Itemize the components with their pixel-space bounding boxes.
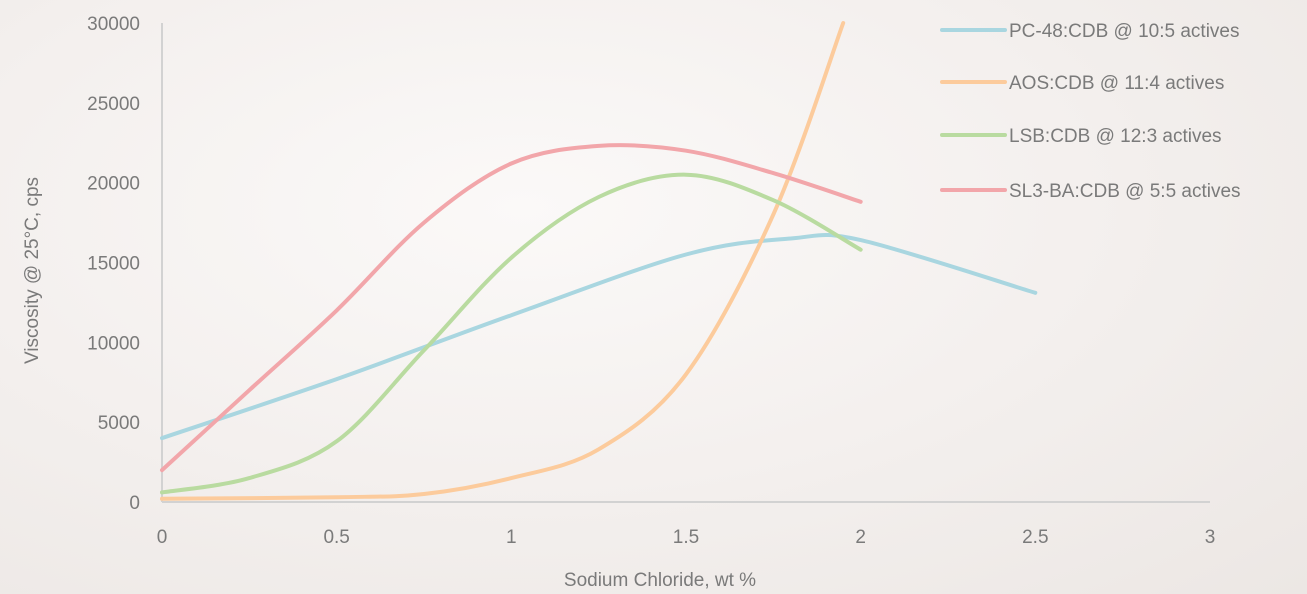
x-tick-label: 0.5 (323, 527, 349, 548)
x-tick-label: 2.5 (1022, 527, 1048, 548)
x-tick-label: 2 (855, 527, 866, 548)
y-tick-label: 10000 (87, 333, 140, 354)
series-line-2 (160, 21, 846, 501)
y-tick-label: 0 (129, 493, 140, 514)
legend-label-4: SL3-BA:CDB @ 5:5 actives (1009, 181, 1241, 202)
y-tick-label: 5000 (98, 413, 140, 434)
legend-label-2: AOS:CDB @ 11:4 actives (1009, 73, 1224, 94)
x-tick-label: 1.5 (673, 527, 699, 548)
y-tick-label: 30000 (87, 14, 140, 35)
y-tick-label: 20000 (87, 174, 140, 195)
x-tick-label: 3 (1205, 527, 1216, 548)
x-tick-label: 0 (157, 527, 168, 548)
legend-label-1: PC-48:CDB @ 10:5 actives (1009, 21, 1240, 42)
x-tick-labels: 0 0.5 1 1.5 2 2.5 3 (157, 527, 1216, 548)
legend: PC-48:CDB @ 10:5 actives AOS:CDB @ 11:4 a… (940, 21, 1241, 202)
axes (161, 23, 1210, 503)
y-axis-title: Viscosity @ 25°C, cps (22, 177, 43, 364)
y-tick-labels: 0 5000 10000 15000 20000 25000 30000 (87, 14, 140, 514)
legend-label-3: LSB:CDB @ 12:3 actives (1009, 126, 1222, 147)
x-axis-title: Sodium Chloride, wt % (564, 570, 756, 591)
series-line-3 (160, 172, 863, 495)
series-line-4 (160, 143, 863, 473)
y-tick-label: 15000 (87, 254, 140, 275)
series-line-1 (160, 232, 1038, 441)
x-tick-label: 1 (506, 527, 517, 548)
y-tick-label: 25000 (87, 94, 140, 115)
series-lines (160, 21, 1038, 501)
